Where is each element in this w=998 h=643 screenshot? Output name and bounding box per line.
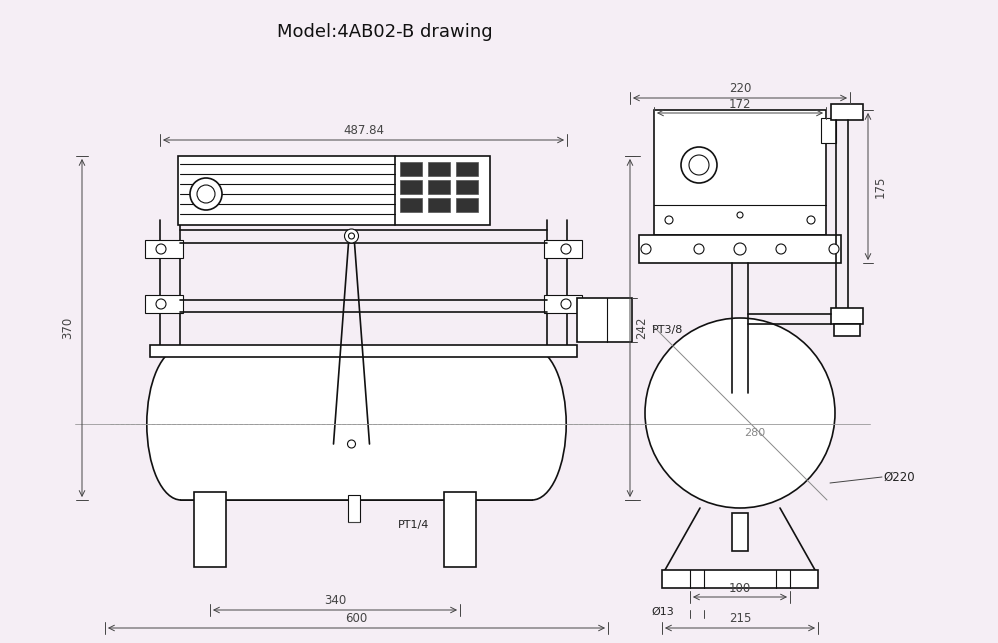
Text: 242: 242: [636, 317, 649, 340]
Text: Model:4AB02-B drawing: Model:4AB02-B drawing: [277, 23, 493, 41]
Bar: [456, 162, 478, 176]
Bar: [400, 180, 422, 194]
Circle shape: [734, 243, 746, 255]
Circle shape: [347, 440, 355, 448]
Circle shape: [776, 244, 786, 254]
Circle shape: [190, 178, 222, 210]
Bar: [428, 180, 450, 194]
Circle shape: [681, 147, 717, 183]
Bar: [544, 240, 582, 258]
Bar: [544, 295, 582, 313]
Bar: [400, 162, 422, 176]
Bar: [834, 324, 860, 336]
Bar: [0, 0, 660, 75]
Circle shape: [829, 244, 839, 254]
Bar: [348, 495, 360, 522]
Ellipse shape: [498, 348, 566, 500]
Circle shape: [197, 185, 215, 203]
Circle shape: [156, 244, 166, 254]
Bar: [654, 110, 826, 235]
Text: 220: 220: [729, 82, 751, 96]
Bar: [145, 240, 183, 258]
Circle shape: [689, 155, 709, 175]
Text: PT1/4: PT1/4: [397, 520, 429, 530]
Circle shape: [737, 212, 743, 218]
Bar: [400, 198, 422, 212]
Text: 172: 172: [729, 98, 751, 111]
Circle shape: [344, 229, 358, 243]
Bar: [428, 198, 450, 212]
Circle shape: [641, 244, 651, 254]
Bar: [732, 513, 748, 551]
Bar: [456, 198, 478, 212]
Text: 215: 215: [729, 613, 751, 626]
Bar: [639, 235, 841, 263]
Bar: [831, 308, 863, 324]
Circle shape: [645, 318, 835, 508]
Bar: [662, 570, 818, 588]
Bar: [145, 295, 183, 313]
Text: Ø220: Ø220: [883, 471, 914, 484]
Circle shape: [665, 216, 673, 224]
Bar: [456, 180, 478, 194]
Circle shape: [156, 299, 166, 309]
Circle shape: [348, 233, 354, 239]
Text: 100: 100: [729, 581, 751, 595]
Bar: [831, 104, 863, 120]
Text: 370: 370: [62, 317, 75, 339]
Text: 600: 600: [345, 613, 367, 626]
Bar: [577, 298, 632, 342]
Circle shape: [561, 244, 571, 254]
Text: PT3/8: PT3/8: [652, 325, 684, 335]
Text: 280: 280: [745, 428, 765, 438]
Bar: [178, 156, 490, 225]
Ellipse shape: [147, 348, 216, 500]
Text: Ø13: Ø13: [651, 607, 674, 617]
Bar: [444, 492, 476, 567]
Circle shape: [694, 244, 704, 254]
Bar: [821, 118, 836, 143]
Bar: [181, 348, 532, 500]
Bar: [428, 162, 450, 176]
Bar: [150, 345, 577, 357]
Text: 340: 340: [324, 595, 346, 608]
Circle shape: [561, 299, 571, 309]
Text: 487.84: 487.84: [343, 125, 384, 138]
Bar: [181, 348, 532, 500]
Text: 175: 175: [873, 176, 886, 197]
Circle shape: [807, 216, 815, 224]
Bar: [194, 492, 226, 567]
